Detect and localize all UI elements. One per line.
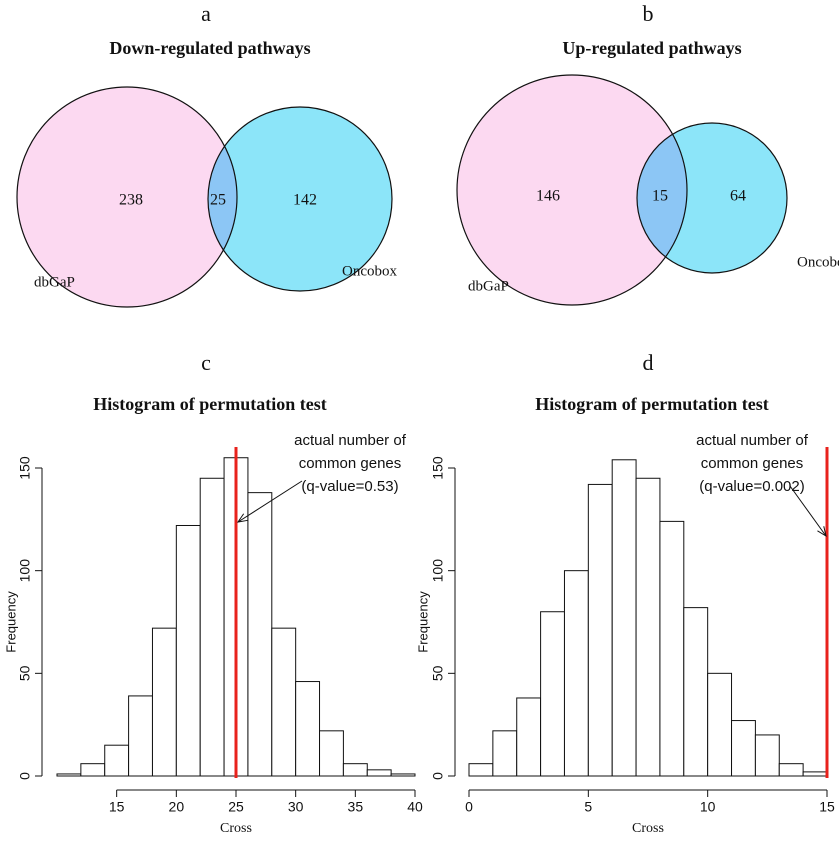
y-tick-label: 50 <box>17 665 33 681</box>
y-tick-label: 100 <box>430 559 446 583</box>
bar <box>611 459 637 777</box>
annotation-arrow <box>237 480 303 523</box>
arrow-head <box>817 526 827 538</box>
chart-title: Histogram of permutation test <box>93 394 326 414</box>
bar <box>390 773 416 777</box>
y-tick-label: 0 <box>17 772 33 780</box>
bar <box>104 744 130 777</box>
x-tick-label: 5 <box>584 799 592 815</box>
bar <box>247 492 273 777</box>
x-tick-label: 20 <box>169 799 185 815</box>
chart-title: Histogram of permutation test <box>535 394 768 414</box>
bar <box>635 477 661 777</box>
bar <box>295 681 321 777</box>
bar <box>271 627 297 777</box>
set-name: Oncobox <box>797 254 839 270</box>
x-tick-label: 40 <box>407 799 423 815</box>
set-circle <box>17 87 237 307</box>
bar <box>366 769 392 777</box>
region-count: 142 <box>293 192 317 209</box>
bar <box>319 730 344 777</box>
set-circle <box>208 107 392 291</box>
bar <box>468 763 494 777</box>
bar <box>754 734 780 777</box>
y-tick-label: 50 <box>430 665 446 681</box>
chart-title: Down-regulated pathways <box>109 38 310 58</box>
set-name: Oncobox <box>342 263 397 279</box>
set-outline <box>636 122 788 274</box>
y-axis-label: Frequency <box>415 591 430 653</box>
region-count: 64 <box>730 188 746 205</box>
bar <box>731 720 756 777</box>
annotation: actual number of <box>294 432 407 449</box>
annotation: (q-value=0.002) <box>699 478 804 495</box>
x-axis-label: Cross <box>632 821 664 836</box>
set-outline <box>207 106 393 292</box>
x-tick-label: 25 <box>228 799 244 815</box>
y-axis-label: Frequency <box>3 591 18 653</box>
bar <box>56 773 82 777</box>
bar <box>778 763 804 777</box>
panel-label: c <box>201 350 211 375</box>
set-name: dbGaP <box>468 278 509 294</box>
bar <box>540 611 565 777</box>
set-outline <box>456 74 688 306</box>
panel-label: d <box>643 350 654 375</box>
set-outline <box>16 86 238 308</box>
annotation: common genes <box>299 455 402 472</box>
annotation-arrow <box>789 485 827 537</box>
chart-title: Up-regulated pathways <box>562 38 741 58</box>
bar <box>587 483 613 777</box>
panel-label: b <box>643 1 654 26</box>
bar <box>516 697 542 777</box>
bar <box>199 477 225 777</box>
x-tick-label: 15 <box>819 799 835 815</box>
region-count: 15 <box>652 188 668 205</box>
bar <box>659 520 685 777</box>
bar <box>707 672 733 777</box>
x-tick-label: 10 <box>700 799 716 815</box>
annotation: actual number of <box>696 432 809 449</box>
bar <box>128 695 153 777</box>
bar <box>342 763 368 777</box>
x-tick-label: 15 <box>109 799 125 815</box>
bar <box>563 570 589 777</box>
region-count: 25 <box>210 192 226 209</box>
bar <box>492 730 518 777</box>
x-tick-label: 30 <box>288 799 304 815</box>
bar <box>151 627 177 777</box>
set-name: dbGaP <box>34 274 75 290</box>
y-tick-label: 150 <box>17 456 33 480</box>
arrow-head <box>236 513 248 523</box>
x-axis-label: Cross <box>220 821 252 836</box>
region-count: 238 <box>119 192 143 209</box>
bar <box>175 524 201 777</box>
bar <box>802 771 828 777</box>
set-circle <box>457 75 687 305</box>
annotation: common genes <box>701 455 804 472</box>
x-tick-label: 35 <box>348 799 364 815</box>
y-tick-label: 100 <box>17 559 33 583</box>
bar <box>80 763 106 777</box>
panel-label: a <box>201 1 211 26</box>
y-tick-label: 150 <box>430 456 446 480</box>
region-count: 146 <box>536 188 560 205</box>
x-tick-label: 0 <box>465 799 473 815</box>
bar <box>683 607 709 777</box>
y-tick-label: 0 <box>430 772 446 780</box>
annotation: (q-value=0.53) <box>301 478 398 495</box>
